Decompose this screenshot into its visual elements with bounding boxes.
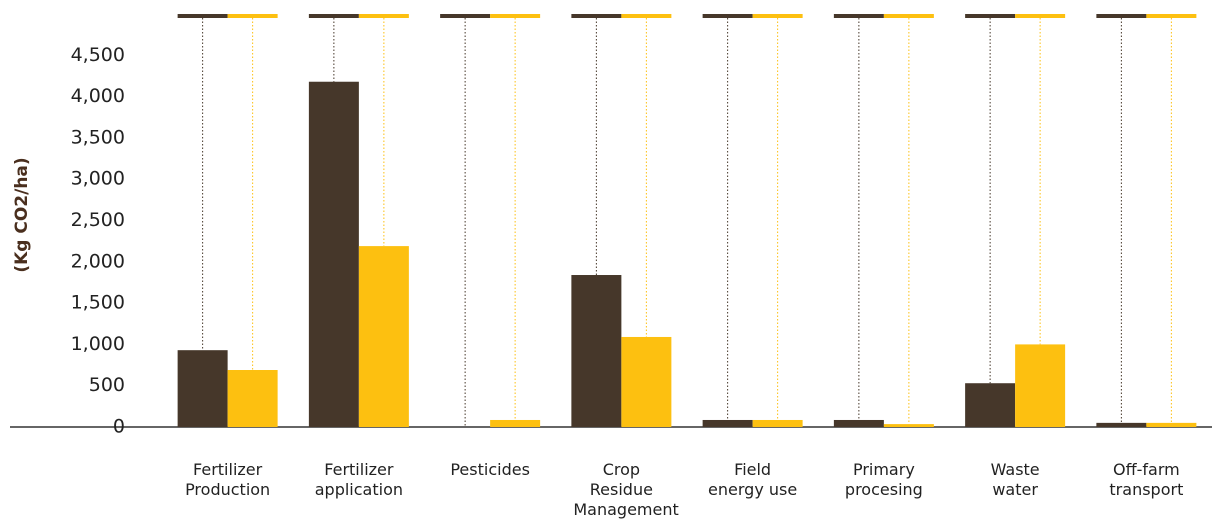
top-cap (965, 14, 1016, 18)
x-tick-label: Off-farm transport (1109, 460, 1184, 499)
y-tick-label: 4,500 (71, 44, 125, 66)
x-tick-label: Crop Residue Management (573, 460, 679, 519)
top-cap (1146, 14, 1197, 18)
y-axis-title: (Kg CO2/ha) (12, 157, 32, 272)
top-cap (571, 14, 622, 18)
top-cap (883, 14, 934, 18)
x-tick-label: Pesticides (450, 460, 530, 479)
x-tick-label: Waste water (990, 460, 1040, 499)
top-cap (227, 14, 278, 18)
y-tick-label: 2,000 (71, 250, 125, 272)
y-tick-label: 3,000 (71, 168, 125, 190)
top-cap (440, 14, 491, 18)
y-tick-label: 1,500 (71, 292, 125, 314)
top-cap (621, 14, 672, 18)
top-cap (1096, 14, 1147, 18)
bar (358, 246, 409, 427)
bar (752, 419, 803, 427)
bar (227, 370, 278, 427)
x-tick-label: Fertilizer Production (185, 460, 271, 499)
bar (965, 383, 1016, 427)
top-cap (358, 14, 409, 18)
bar (1015, 344, 1066, 427)
bar (702, 419, 753, 427)
bar (490, 419, 541, 427)
x-tick-label: Fertilizer application (314, 460, 403, 499)
top-cap (752, 14, 803, 18)
y-tick-label: 4,000 (71, 85, 125, 107)
y-tick-label: 1,000 (71, 333, 125, 355)
y-tick-label: 0 (113, 416, 125, 438)
top-cap (490, 14, 541, 18)
y-tick-label: 500 (89, 374, 125, 396)
x-tick-label: Field energy use (708, 460, 798, 499)
x-tick-label: Primary procesing (844, 460, 923, 499)
bar (833, 419, 884, 427)
bar (308, 81, 359, 428)
top-cap (308, 14, 359, 18)
top-cap (177, 14, 228, 18)
y-tick-label: 2,500 (71, 209, 125, 231)
bar (621, 336, 672, 427)
y-tick-label: 3,500 (71, 126, 125, 148)
bar (883, 424, 934, 427)
bar (177, 350, 228, 427)
top-cap (702, 14, 753, 18)
bar (1096, 422, 1147, 427)
top-cap (833, 14, 884, 18)
top-cap (1015, 14, 1066, 18)
bar (1146, 422, 1197, 427)
bar (571, 275, 622, 427)
